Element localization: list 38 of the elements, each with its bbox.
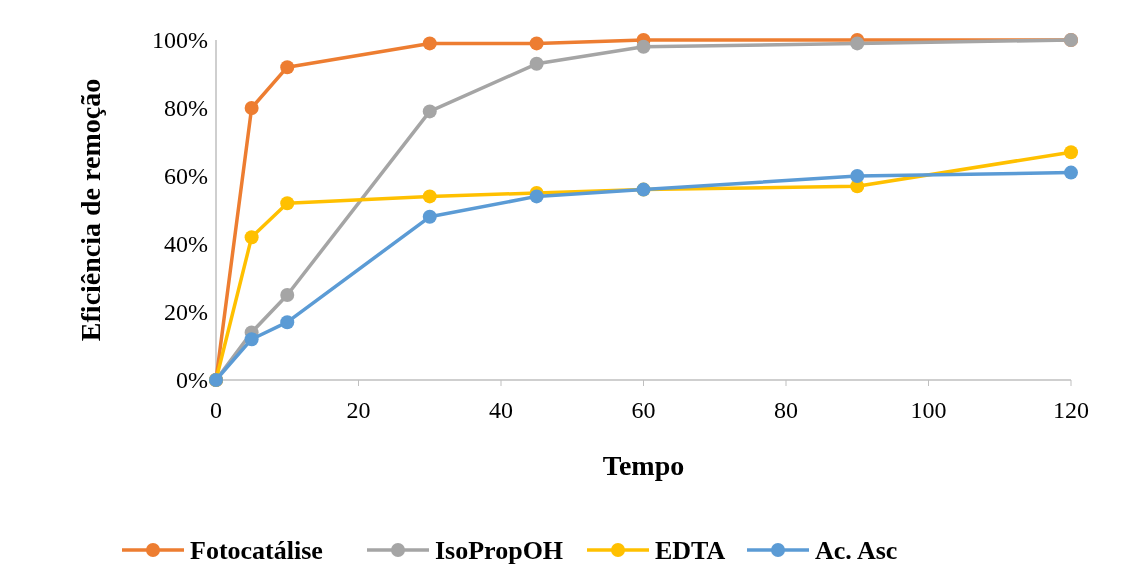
y-tick-label: 60% <box>164 163 208 189</box>
point <box>529 56 544 71</box>
y-axis-title: Eficiência de remoção <box>75 78 106 342</box>
point <box>636 39 651 54</box>
legend-label: EDTA <box>655 536 726 565</box>
point <box>529 36 544 51</box>
point <box>244 332 259 347</box>
point <box>422 36 437 51</box>
x-tick-label: 60 <box>631 397 656 423</box>
point <box>280 315 295 330</box>
x-tick-label: 0 <box>210 397 222 423</box>
y-tick-label: 40% <box>164 231 208 257</box>
x-tick-label: 80 <box>774 397 798 423</box>
point <box>422 189 437 204</box>
point <box>280 60 295 75</box>
point <box>280 288 295 302</box>
point <box>850 36 865 51</box>
y-tick-label: 0% <box>176 367 208 393</box>
point <box>422 209 437 224</box>
x-tick-label: 40 <box>489 397 513 423</box>
point <box>422 104 437 119</box>
point <box>280 196 295 211</box>
y-tick-label: 20% <box>164 299 208 325</box>
legend-label: Ac. Asc <box>815 536 898 565</box>
x-axis-title: Tempo <box>602 450 685 481</box>
x-tick-label: 20 <box>346 397 371 423</box>
y-tick-label: 100% <box>152 27 208 53</box>
legend-label: Fotocatálise <box>190 536 323 565</box>
point <box>1064 165 1078 180</box>
y-tick-label: 80% <box>164 95 208 121</box>
point <box>244 101 259 115</box>
x-tick-label: 100 <box>910 397 947 423</box>
point <box>850 169 865 183</box>
legend-label: IsoPropOH <box>435 536 564 565</box>
x-tick-label: 120 <box>1053 397 1089 423</box>
point <box>529 189 544 204</box>
point <box>244 230 259 245</box>
point <box>1064 145 1078 160</box>
